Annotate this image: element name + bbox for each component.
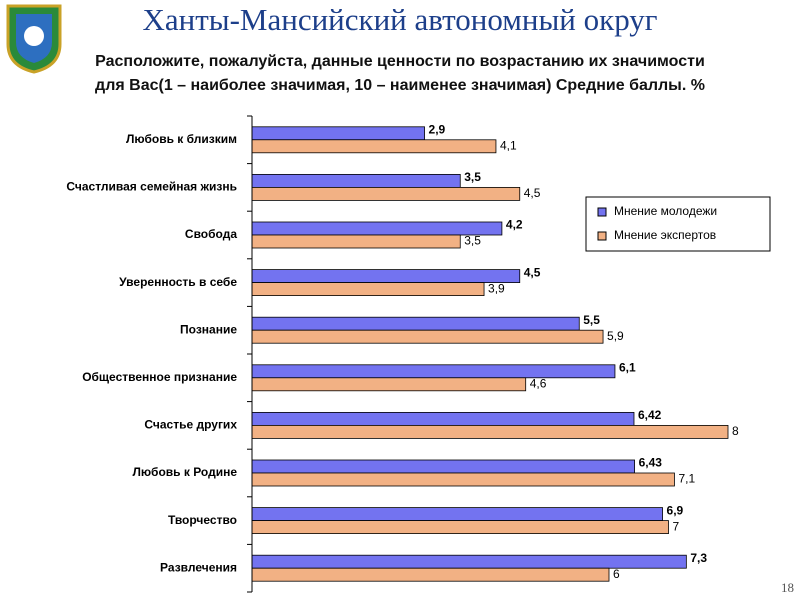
value-label: 3,5: [464, 234, 481, 248]
value-label: 5,5: [583, 313, 600, 327]
value-label: 6: [613, 567, 620, 581]
value-label: 7,3: [690, 551, 707, 565]
bar: [251, 520, 669, 534]
value-label: 4,6: [530, 376, 547, 390]
y-tick-label: Любовь к близким: [126, 132, 237, 146]
bar: [251, 329, 604, 344]
bar: [251, 173, 461, 188]
bar: [251, 554, 687, 569]
value-label: 6,9: [667, 503, 684, 517]
bar: [251, 411, 635, 426]
bar: [251, 472, 675, 487]
bar: [251, 364, 616, 379]
legend-swatch: [597, 231, 607, 241]
value-label: 7: [673, 519, 680, 533]
bar: [251, 282, 485, 297]
y-tick-label: Свобода: [185, 227, 237, 241]
bar: [251, 424, 729, 439]
value-label: 4,1: [500, 138, 517, 152]
value-label: 2,9: [429, 122, 446, 136]
value-label: 6,43: [639, 456, 663, 470]
legend-label: Мнение экспертов: [614, 228, 716, 242]
chart-title: Расположите, пожалуйста, данные ценности…: [95, 53, 705, 94]
y-tick-label: Счастливая семейная жизнь: [66, 180, 237, 194]
value-label: 4,2: [506, 218, 523, 232]
bar: [251, 269, 521, 284]
page-number: 18: [781, 580, 794, 595]
value-label: 5,9: [607, 329, 624, 343]
value-label: 3,9: [488, 281, 505, 295]
value-label: 4,5: [524, 265, 541, 279]
bar: [251, 567, 610, 582]
y-tick-label: Развлечения: [160, 560, 237, 574]
bar: [251, 377, 527, 392]
y-tick-label: Любовь к Родине: [133, 465, 238, 479]
bar: [251, 459, 635, 474]
slide-title: Ханты-Мансийский автономный округ: [142, 2, 658, 37]
y-tick-label: Счастье других: [144, 418, 237, 432]
y-tick-label: Уверенность в себе: [119, 275, 237, 289]
value-label: 3,5: [464, 170, 481, 184]
value-label: 6,42: [638, 408, 662, 422]
value-label: 8: [732, 424, 739, 438]
y-tick-label: Творчество: [168, 513, 237, 527]
value-label: 4,5: [524, 186, 541, 200]
bar: [251, 234, 461, 249]
bar: [251, 186, 521, 201]
bar: [251, 507, 663, 522]
y-tick-label: Общественное признание: [82, 370, 237, 384]
bar: [251, 126, 425, 141]
bar: [251, 316, 580, 331]
bar: [251, 139, 497, 154]
value-label: 6,1: [619, 360, 636, 374]
legend-label: Мнение молодежи: [614, 204, 717, 218]
y-tick-label: Познание: [180, 322, 237, 336]
value-label: 7,1: [678, 472, 695, 486]
legend: [585, 196, 771, 252]
logo: [6, 4, 62, 74]
legend-swatch: [597, 207, 607, 217]
